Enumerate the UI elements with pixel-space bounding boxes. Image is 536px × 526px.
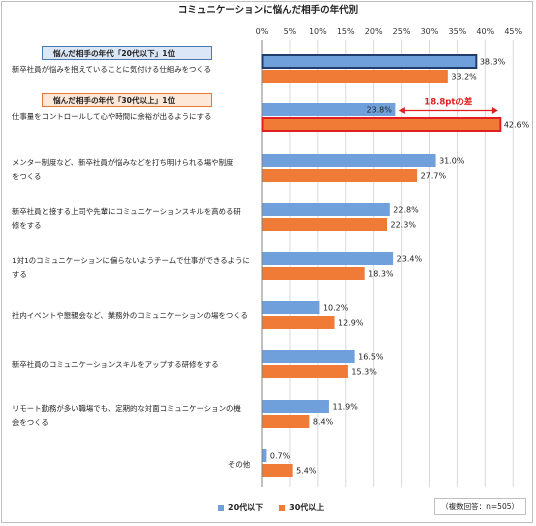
category-label-line: 新卒社員のコミュニケーションスキルをアップする研修をする xyxy=(12,360,219,369)
bar-20s xyxy=(262,301,320,314)
bar-20s xyxy=(262,154,436,167)
chart-title: コミュニケーションに悩んだ相手の年代別 xyxy=(177,5,359,16)
bar-30s xyxy=(262,169,418,182)
legend-item-30s: 30代以上 xyxy=(279,502,324,513)
category-label: 新卒社員と接する上司や先輩にコミュニケーションスキルを高める研 修をする xyxy=(12,205,260,233)
category-label-line: 1対1のコミュニケーションに偏らないようチームで仕事ができるように xyxy=(12,256,250,265)
category-label: リモート勤務が多い職場でも、定期的な対面コミュニケーションの機 会をつくる xyxy=(12,402,260,430)
value-label: 33.2% xyxy=(451,73,477,82)
category-label-line: 会をつくる xyxy=(12,418,49,427)
category-label-line: 社内イベントや懇親会など、業務外のコミュニケーションの場をつくる xyxy=(12,311,248,320)
category-label-line: 新卒社員が悩みを抱えていることに気付ける仕組みをつくる xyxy=(12,65,212,74)
legend-label-30s: 30代以上 xyxy=(289,503,325,512)
bar-20s xyxy=(261,54,478,69)
value-label: 27.7% xyxy=(421,172,447,181)
badge-top-30s: 悩んだ相手の年代「30代以上」1位 xyxy=(42,93,212,107)
legend: 20代以下 30代以上 xyxy=(218,502,324,513)
x-tick-label: 35% xyxy=(449,27,467,36)
category-label-line: リモート勤務が多い職場でも、定期的な対面コミュニケーションの機 xyxy=(12,404,241,413)
bar-30s xyxy=(262,365,348,378)
bar-20s xyxy=(262,252,394,265)
value-label: 5.4% xyxy=(296,467,317,476)
value-label: 42.6% xyxy=(504,121,530,130)
category-label: メンター制度など、新卒社員が悩みなどを打ち明けられる場や制度 をつくる xyxy=(12,156,260,184)
bar-20s xyxy=(262,400,329,413)
value-label: 22.8% xyxy=(393,206,419,215)
value-label: 0.7% xyxy=(270,452,291,461)
badge-top-20s: 悩んだ相手の年代「20代以下」1位 xyxy=(42,46,212,60)
category-label-line: する xyxy=(12,270,27,279)
bar-30s xyxy=(262,316,335,329)
category-label-line: 仕事量をコントロールして心や時間に余裕が出るようにする xyxy=(12,112,212,121)
category-label: 社内イベントや懇親会など、業務外のコミュニケーションの場をつくる xyxy=(12,309,260,323)
legend-item-20s: 20代以下 xyxy=(218,502,263,513)
legend-swatch-30s xyxy=(279,504,286,511)
bar-30s xyxy=(261,117,502,132)
value-label: 16.5% xyxy=(358,353,384,362)
bar-30s xyxy=(262,70,448,83)
x-tick-label: 10% xyxy=(309,27,327,36)
arrow-head-right xyxy=(491,107,498,114)
x-tick-label: 30% xyxy=(421,27,439,36)
x-tick-label: 0% xyxy=(256,27,269,36)
bar-20s xyxy=(262,203,390,216)
value-label: 12.9% xyxy=(338,319,364,328)
bar-30s xyxy=(262,218,388,231)
category-label-line: をつくる xyxy=(12,172,42,181)
bar-30s xyxy=(262,267,365,280)
arrow-head-left xyxy=(398,107,405,114)
legend-swatch-20s xyxy=(218,504,224,511)
category-label: 新卒社員のコミュニケーションスキルをアップする研修をする xyxy=(12,358,260,372)
value-label: 31.0% xyxy=(439,157,465,166)
category-label: 新卒社員が悩みを抱えていることに気付ける仕組みをつくる xyxy=(12,63,260,77)
bar-30s xyxy=(262,415,310,428)
value-label: 22.3% xyxy=(391,221,417,230)
bar-20s xyxy=(262,449,267,462)
value-label: 8.4% xyxy=(313,418,334,427)
value-label: 11.9% xyxy=(332,403,358,412)
bar-30s xyxy=(262,464,293,477)
sample-note: （複数回答：n=505） xyxy=(434,498,526,515)
value-label: 15.3% xyxy=(351,368,377,377)
value-label: 38.3% xyxy=(480,58,506,67)
x-tick-label: 45% xyxy=(504,27,522,36)
x-tick-label: 20% xyxy=(365,27,383,36)
difference-label: 18.8ptの差 xyxy=(424,97,473,108)
category-label-line: 修をする xyxy=(12,221,42,230)
value-label: 23.4% xyxy=(397,255,423,264)
x-tick-label: 5% xyxy=(284,27,297,36)
x-tick-label: 40% xyxy=(476,27,494,36)
category-label: 仕事量をコントロールして心や時間に余裕が出るようにする xyxy=(12,110,260,124)
category-label-line: 新卒社員と接する上司や先輩にコミュニケーションスキルを高める研 xyxy=(12,207,241,216)
bar-20s xyxy=(262,103,396,116)
category-label: その他 xyxy=(228,458,258,472)
legend-label-20s: 20代以下 xyxy=(228,503,264,512)
value-label: 10.2% xyxy=(323,304,349,313)
x-tick-label: 15% xyxy=(337,27,355,36)
value-label: 18.3% xyxy=(368,270,394,279)
value-label: 23.8% xyxy=(366,106,392,115)
bar-20s xyxy=(262,350,355,363)
x-tick-label: 25% xyxy=(393,27,411,36)
category-label-line: メンター制度など、新卒社員が悩みなどを打ち明けられる場や制度 xyxy=(12,158,234,167)
category-label: 1対1のコミュニケーションに偏らないようチームで仕事ができるように する xyxy=(12,254,260,282)
category-label-line: その他 xyxy=(228,460,251,469)
